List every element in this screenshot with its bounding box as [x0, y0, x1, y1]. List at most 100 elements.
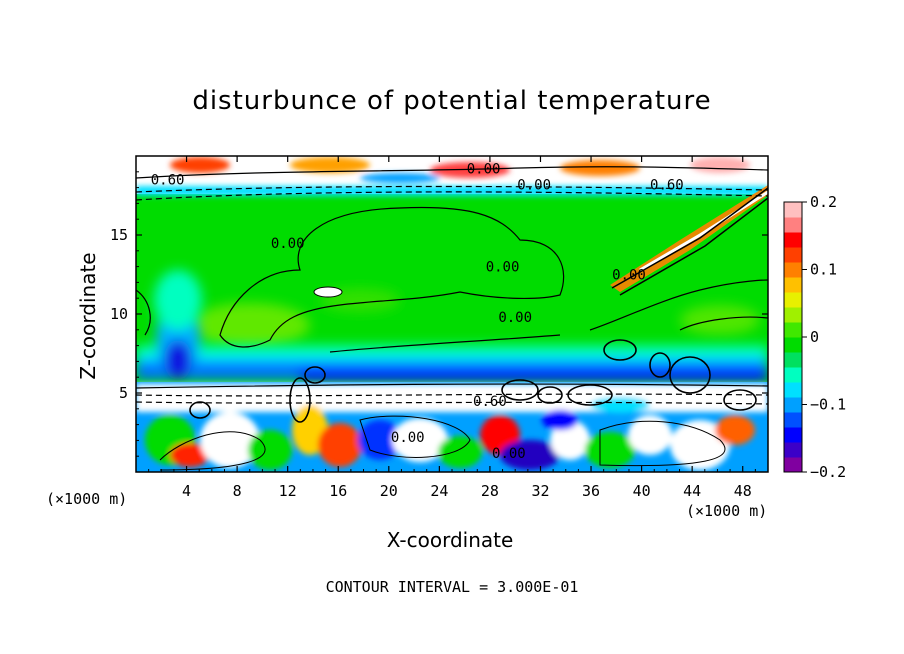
x-tick-label: 48: [734, 482, 752, 500]
contour-zero-mid: [329, 334, 561, 353]
chart-title: disturbunce of potential temperature: [192, 86, 712, 116]
colorbar-swatch: [784, 382, 802, 398]
contour-label: 0.00: [391, 430, 425, 446]
top-blob: [360, 173, 440, 183]
streak-diagonal-white: [639, 190, 768, 272]
colorbar-swatch: [784, 202, 802, 218]
y-axis-label: Z-coordinate: [76, 252, 100, 380]
top-blob: [560, 160, 640, 176]
colorbar-tick-label: 0.1: [810, 261, 837, 279]
colorbar-tick-label: 0: [810, 328, 819, 346]
contour-label: 0.60: [473, 394, 507, 410]
contour-loop: [189, 401, 211, 419]
contour-zero-right2: [679, 316, 768, 331]
contour-interval-note: CONTOUR INTERVAL = 3.000E-01: [325, 578, 579, 596]
colorbar-swatch: [784, 247, 802, 263]
contour-label: 0.00: [517, 177, 551, 193]
top-blob: [690, 157, 750, 173]
top-blob: [430, 162, 510, 178]
plume-cyan: [154, 270, 202, 330]
contour-loop: [289, 377, 311, 423]
lower-blob: [248, 430, 292, 470]
lower-blob: [628, 415, 672, 455]
colorbar-swatch: [784, 232, 802, 248]
contour-top-solid: [136, 166, 768, 179]
lower-blob: [200, 412, 260, 468]
x-axis-label: X-coordinate: [386, 528, 514, 552]
x-tick-label: 36: [582, 482, 600, 500]
contour-loop: [603, 339, 637, 361]
contour-label: 0.00: [486, 260, 520, 276]
lower-blob: [438, 436, 482, 468]
contour-zero-right: [589, 279, 768, 331]
colorbar-swatch: [784, 322, 802, 338]
x-tick-label: 8: [233, 482, 242, 500]
contour-label: 0.00: [498, 310, 532, 326]
lower-blob: [170, 443, 210, 467]
top-blob: [290, 157, 370, 173]
lower-blob: [392, 418, 448, 462]
lower-blob: [590, 397, 650, 413]
y-axis: 5 10 15: [110, 171, 768, 457]
contour-label: 0.00: [612, 268, 646, 284]
contour-low-solid: [136, 383, 768, 389]
x-tick-label: 44: [683, 482, 701, 500]
y-tick-label: 5: [119, 384, 128, 402]
lower-blob: [670, 420, 730, 470]
top-blob: [170, 157, 230, 173]
contour-lines: [136, 166, 768, 471]
x-tick-label: 24: [430, 482, 448, 500]
colorbar-swatch: [784, 277, 802, 293]
contour-dashed-low2: [136, 401, 768, 405]
patch-lightgreen: [190, 303, 310, 347]
colorbar-swatch: [784, 307, 802, 323]
contour-loop: [723, 389, 757, 411]
x-unit-right: (×1000 m): [686, 502, 768, 520]
colorbar-swatch: [784, 397, 802, 413]
lower-blob: [358, 420, 402, 460]
x-tick-label: 4: [182, 482, 191, 500]
contour-label: 0.60: [151, 173, 185, 189]
contour-zero-left: [136, 289, 151, 336]
colorbar-swatch: [784, 427, 802, 443]
lower-blob: [542, 410, 578, 430]
lower-blob: [318, 423, 362, 467]
colorbar-swatch: [784, 217, 802, 233]
colorbar-swatch: [784, 292, 802, 308]
colorbar-swatch: [784, 337, 802, 353]
colorbar-swatch: [784, 442, 802, 458]
contour-loop: [669, 356, 711, 394]
colorbar-swatch: [784, 457, 802, 473]
x-unit-left: (×1000 m): [46, 490, 128, 508]
x-axis: 4 8 12 16 20 24 28 32 36 40 44 48: [148, 156, 756, 500]
x-tick-label: 16: [329, 482, 347, 500]
colorbar-swatch: [784, 412, 802, 428]
contour-loop: [567, 384, 613, 406]
contour-lower-blob: [359, 415, 471, 458]
band-darkblue: [300, 368, 768, 382]
lower-blob: [585, 432, 635, 468]
top-cyan: [136, 186, 768, 196]
contour-streak: [611, 187, 768, 289]
contour-zero-main: [219, 206, 565, 348]
contour-dashed-low: [136, 393, 768, 397]
contour-lower-blob: [599, 420, 726, 467]
contour-loop: [304, 366, 326, 384]
patch-lightgreen: [680, 305, 760, 335]
lower-blob: [500, 440, 560, 470]
colorbar: 0.2 0.1 0 −0.1 −0.2: [783, 193, 846, 481]
contour-label: 0.00: [467, 162, 501, 178]
colorbar-swatch: [784, 367, 802, 383]
contour-lower-blob: [159, 431, 266, 471]
x-tick-label: 40: [633, 482, 651, 500]
contour-dashed-top2: [136, 185, 768, 193]
contour-label: 0.00: [492, 446, 526, 462]
x-tick-label: 28: [481, 482, 499, 500]
contour-labels: 0.00 0.00 0.60 0.60 0.00 0.00 0.00 0.00 0.60 0.00…: [151, 162, 684, 462]
x-tick-label: 32: [531, 482, 549, 500]
contour-loop: [501, 379, 539, 401]
heatmap-field: [136, 156, 768, 472]
contour-loop: [537, 386, 563, 404]
colorbar-swatch: [784, 262, 802, 278]
